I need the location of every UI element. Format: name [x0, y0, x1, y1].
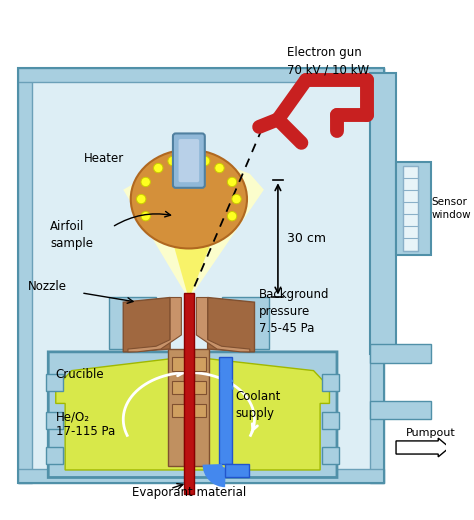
Bar [172, 357, 206, 371]
Bar [370, 68, 384, 483]
Circle shape [232, 194, 241, 204]
Polygon shape [128, 297, 182, 352]
Bar [226, 464, 249, 477]
Bar [172, 405, 206, 418]
Circle shape [228, 212, 237, 221]
Bar [46, 448, 63, 464]
Polygon shape [196, 297, 250, 352]
FancyArrow shape [396, 438, 449, 457]
Bar [18, 68, 32, 483]
Bar [322, 412, 339, 428]
Bar [402, 166, 418, 251]
FancyBboxPatch shape [173, 134, 205, 188]
Bar [222, 297, 269, 349]
Bar [32, 82, 370, 483]
Bar [219, 357, 232, 464]
Bar [370, 400, 431, 419]
Text: Sensor
window: Sensor window [432, 197, 471, 220]
Circle shape [154, 163, 163, 173]
Bar [322, 448, 339, 464]
Text: Evaporant material: Evaporant material [132, 486, 246, 499]
Text: Background
pressure
7.5-45 Pa: Background pressure 7.5-45 Pa [259, 288, 330, 335]
Bar [322, 374, 339, 391]
Text: Nozzle: Nozzle [27, 280, 67, 293]
Text: He/O₂
17-115 Pa: He/O₂ 17-115 Pa [56, 410, 115, 438]
Circle shape [168, 157, 177, 166]
Text: Electron gun
70 kV / 10 kW: Electron gun 70 kV / 10 kW [287, 46, 369, 76]
Bar [46, 374, 63, 391]
Bar [370, 72, 396, 354]
Text: Airfoil
sample: Airfoil sample [50, 219, 93, 250]
Text: 30 cm: 30 cm [287, 232, 326, 245]
FancyBboxPatch shape [179, 139, 199, 182]
Circle shape [141, 177, 150, 187]
Polygon shape [161, 168, 228, 300]
Text: Pumpout: Pumpout [406, 428, 456, 438]
Bar [18, 469, 384, 483]
Bar [168, 349, 184, 466]
Bar [46, 412, 63, 428]
Text: Heater: Heater [84, 152, 124, 165]
Text: Crucible: Crucible [56, 368, 104, 381]
Bar [193, 349, 210, 466]
Polygon shape [123, 162, 264, 300]
Circle shape [201, 157, 210, 166]
Bar [18, 68, 384, 82]
Bar [109, 297, 156, 349]
Polygon shape [123, 297, 170, 352]
Bar [18, 68, 384, 483]
Bar [172, 381, 206, 394]
Bar [184, 293, 193, 495]
Bar [370, 344, 431, 363]
Polygon shape [56, 357, 329, 470]
Text: Coolant
supply: Coolant supply [236, 391, 281, 420]
Circle shape [137, 194, 146, 204]
Polygon shape [208, 297, 255, 352]
Circle shape [228, 177, 237, 187]
FancyBboxPatch shape [48, 352, 337, 477]
Circle shape [141, 212, 150, 221]
Bar [396, 162, 431, 255]
Circle shape [215, 163, 224, 173]
Ellipse shape [131, 150, 247, 249]
